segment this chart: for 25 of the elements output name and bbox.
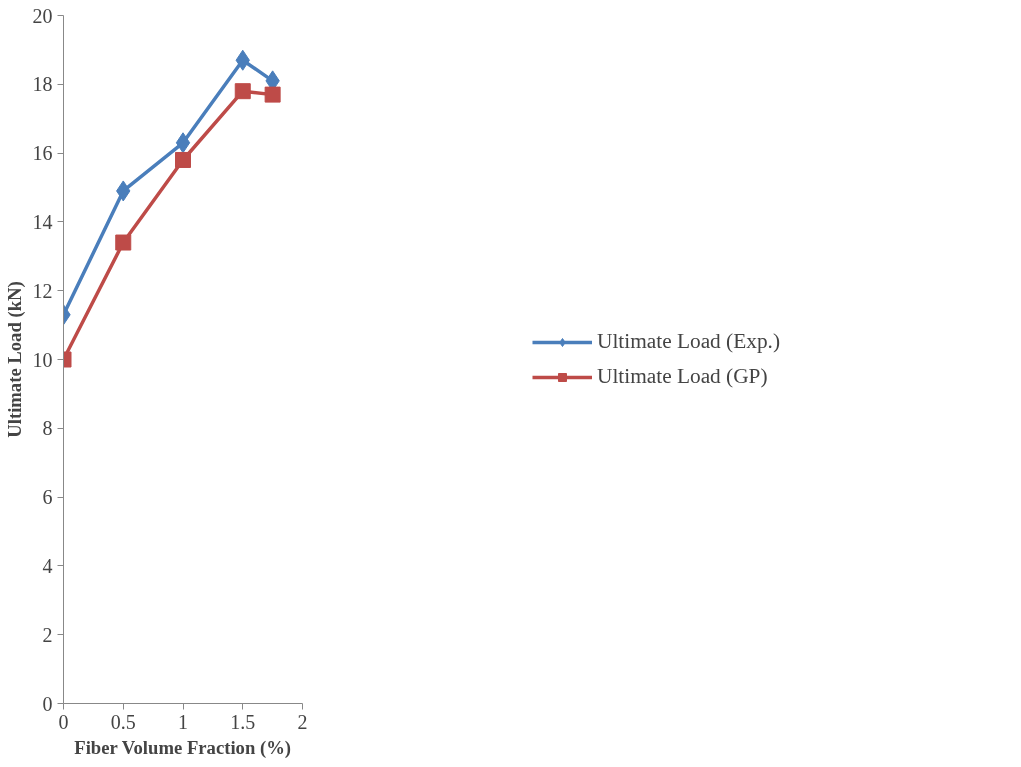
point <box>175 132 191 154</box>
legend-label: Ultimate Load (Exp.) <box>596 329 781 354</box>
y-tick-label: 6 <box>42 486 53 509</box>
point <box>264 86 281 103</box>
x-tick-label: 2 <box>297 710 308 733</box>
point <box>175 151 191 168</box>
y-tick-label: 10 <box>32 348 53 371</box>
y-tick-label: 8 <box>42 417 53 440</box>
x-tick-label: 0 <box>58 710 69 733</box>
y-tick-label: 4 <box>42 554 53 577</box>
x-tick-label: 1.5 <box>230 710 256 733</box>
y-axis-title: Ultimate Load (kN) <box>3 281 26 438</box>
x-tick-label: 0.5 <box>110 710 136 733</box>
y-tick-label: 20 <box>32 4 53 27</box>
x-axis-title: Fiber Volume Fraction (%) <box>74 736 292 759</box>
y-tick-label: 0 <box>42 692 53 715</box>
y-tick-label: 18 <box>32 73 53 96</box>
x-tick-label: 1 <box>178 710 188 733</box>
y-tick-label: 14 <box>32 210 53 233</box>
legend-label: Ultimate Load (GP) <box>596 364 768 389</box>
point <box>234 83 251 100</box>
y-tick-label: 12 <box>32 279 53 302</box>
y-tick-label: 2 <box>42 623 53 646</box>
point <box>115 234 132 251</box>
y-tick-label: 16 <box>32 142 53 165</box>
